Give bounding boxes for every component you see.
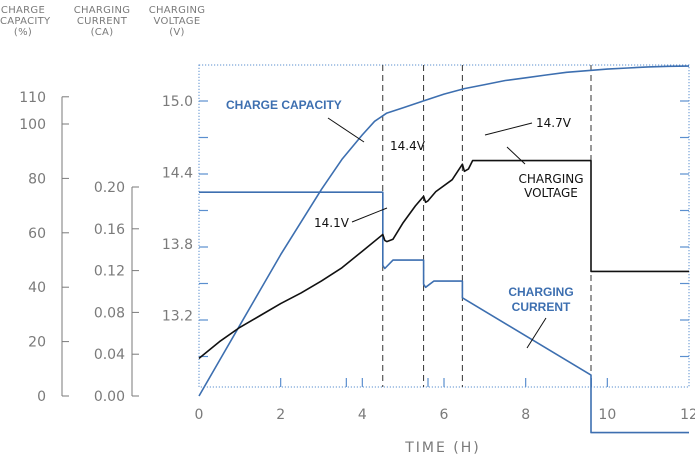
x-tick-label: 8 (521, 407, 530, 423)
annotation-label: 14.4V (390, 139, 426, 153)
voltage-axis-title: CHARGING VOLTAGE (V) (144, 5, 210, 38)
capacity-tick-label: 0 (37, 389, 46, 405)
annotation-label: 14.7V (536, 116, 572, 130)
current-tick-label: 0.12 (94, 264, 125, 280)
capacity-tick-label: 20 (28, 335, 46, 351)
current-axis-title-line2: CURRENT (76, 16, 128, 27)
x-tick-label: 0 (195, 407, 204, 423)
current-tick-label: 0.08 (94, 305, 125, 321)
series-lines (198, 65, 690, 434)
voltage-tick-label: 13.8 (162, 237, 193, 253)
capacity-axis-title: CHARGE CAPACITY (%) (0, 5, 51, 38)
voltage-axis-title-line1: CHARGING (148, 5, 206, 16)
annotation-leader (526, 317, 547, 349)
series-line-charging-voltage (198, 159, 689, 360)
voltage-tick-label: 15.0 (162, 94, 193, 110)
phase-divider-lines (382, 65, 592, 387)
plot-frame (198, 64, 690, 388)
current-tick-label: 0.04 (94, 347, 125, 363)
annotation-label: CHARGE CAPACITY (226, 98, 342, 112)
series-line-charging-current (199, 191, 689, 434)
current-axis-title: CHARGING CURRENT (CA) (71, 5, 133, 38)
capacity-tick-label: 40 (28, 280, 46, 296)
annotation-label: 14.1V (314, 216, 350, 230)
annotation-label: CURRENT (512, 300, 571, 314)
capacity-axis-title-line2: CAPACITY (0, 16, 51, 27)
voltage-axis-title-line3: (V) (169, 27, 185, 38)
annotation-leader (351, 207, 388, 223)
annotation-leader (506, 146, 526, 165)
voltage-tick-label: 14.4 (162, 166, 193, 182)
capacity-axis-title-line1: CHARGE (0, 5, 46, 16)
current-tick-label: 0.20 (94, 180, 125, 196)
capacity-tick-label: 60 (28, 226, 46, 242)
x-tick-label: 6 (440, 407, 449, 423)
current-tick-label: 0.16 (94, 222, 125, 238)
voltage-axis-title-line2: VOLTAGE (153, 16, 201, 27)
annotation-label: VOLTAGE (524, 186, 578, 200)
capacity-axis-title-line3: (%) (13, 27, 33, 38)
capacity-tick-label: 80 (28, 171, 46, 187)
annotations: CHARGE CAPACITY14.4V14.7VCHARGINGVOLTAGE… (226, 98, 584, 349)
x-tick-label: 2 (276, 407, 285, 423)
axes: 0 2 4 6 8 10 12 TIME (H) 0 20 40 60 80 100 110 0.00 0.04… (19, 90, 695, 456)
current-tick-label: 0.00 (94, 389, 125, 405)
annotation-label: CHARGING (518, 172, 583, 186)
x-tick-label: 12 (680, 407, 695, 423)
capacity-tick-label: 100 (19, 117, 46, 133)
capacity-tick-label: 110 (19, 90, 46, 106)
series-line-charge-capacity (198, 65, 690, 397)
x-tick-label: 10 (598, 407, 616, 423)
current-axis-title-line1: CHARGING (73, 5, 131, 16)
current-axis-title-line3: (CA) (90, 27, 114, 38)
x-axis-label: TIME (H) (404, 440, 481, 456)
annotation-label: CHARGING (508, 285, 573, 299)
annotation-leader (327, 117, 365, 143)
x-tick-label: 4 (358, 407, 367, 423)
voltage-tick-label: 13.2 (162, 309, 193, 325)
plot-border (198, 64, 690, 388)
annotation-leader (484, 122, 533, 136)
